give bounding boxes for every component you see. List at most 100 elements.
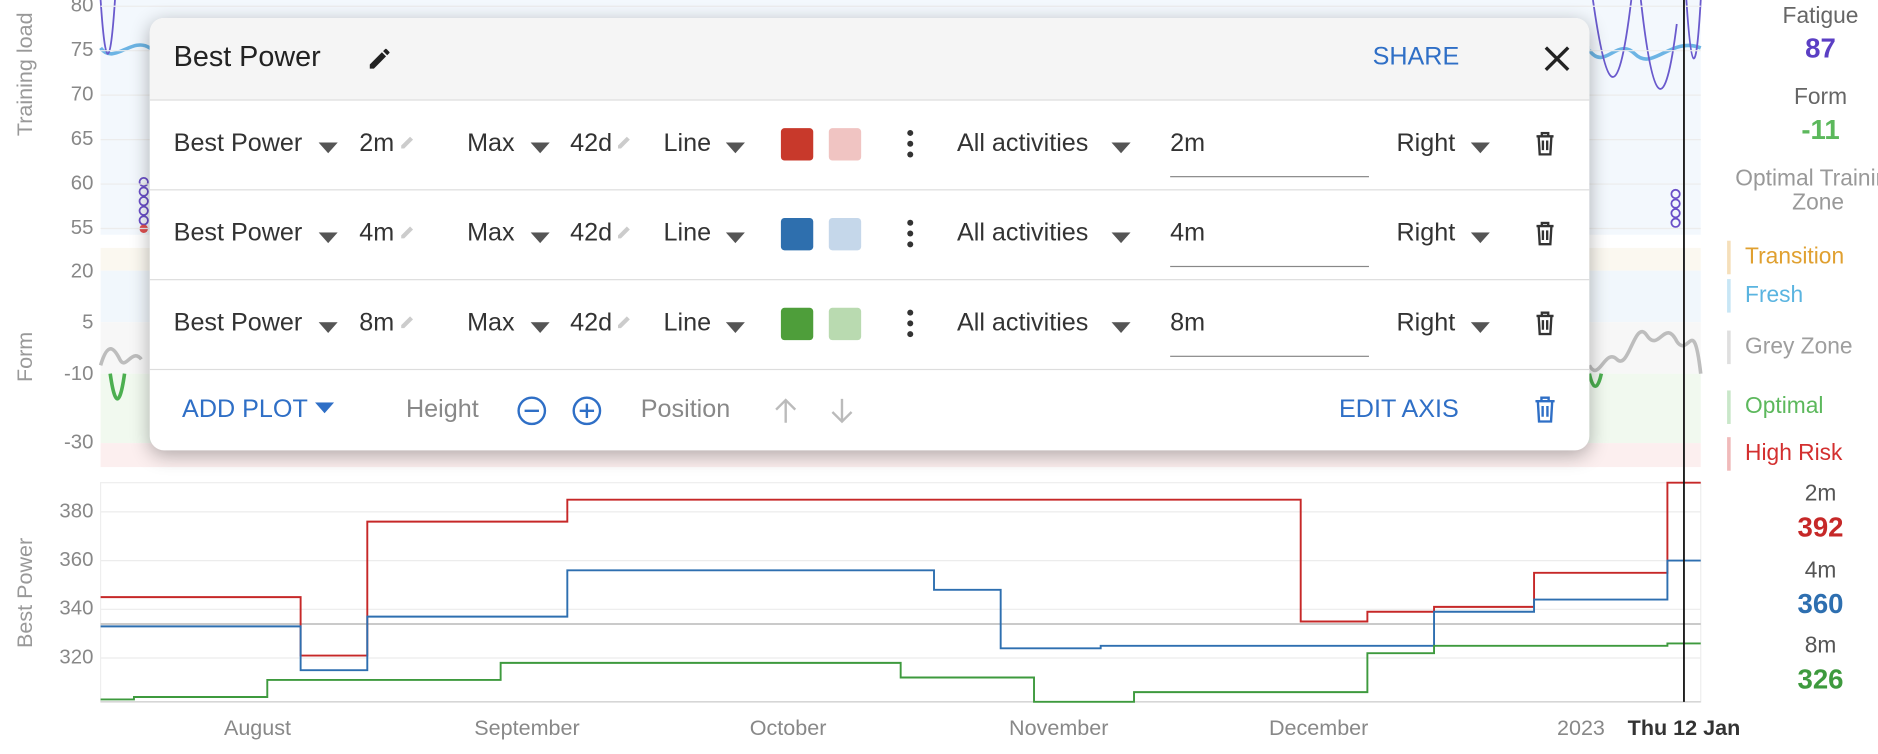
edit-icon[interactable] — [399, 222, 418, 247]
series-current-value: 360 — [1797, 587, 1844, 619]
fill-color[interactable] — [828, 307, 862, 341]
metric-select[interactable]: Best Power — [173, 129, 303, 157]
x-tick-label: August — [224, 715, 291, 740]
y-tick-label: 55 — [71, 217, 94, 239]
label-input[interactable]: 2m — [1170, 129, 1206, 157]
dialog-title: Best Power — [173, 40, 321, 74]
style-select[interactable]: Line — [663, 309, 712, 337]
window-field[interactable]: 42d — [570, 219, 613, 247]
window-field[interactable]: 42d — [570, 309, 613, 337]
dropdown-caret[interactable] — [725, 319, 745, 341]
move-up[interactable] — [773, 396, 799, 425]
line-color[interactable] — [780, 307, 814, 341]
form-label: Form — [1793, 85, 1848, 111]
edit-icon[interactable] — [399, 311, 418, 336]
edit-axis-button[interactable]: EDIT AXIS — [1339, 395, 1459, 423]
y-tick-label: 380 — [59, 500, 93, 522]
aggregate-select[interactable]: Max — [467, 309, 515, 337]
cursor-label-bg — [1619, 713, 1749, 745]
label-input[interactable]: 8m — [1170, 309, 1206, 337]
y-axis-title: Training load — [12, 12, 37, 136]
height-decrease[interactable] — [516, 395, 547, 426]
duration-field[interactable]: 2m — [359, 129, 395, 157]
filter-select[interactable]: All activities — [956, 219, 1089, 247]
zone-legend: Fresh — [1727, 279, 1803, 313]
y-axis-title: Form — [12, 332, 37, 382]
style-select[interactable]: Line — [663, 219, 712, 247]
axis-select[interactable]: Right — [1396, 309, 1456, 337]
height-increase[interactable] — [571, 395, 602, 426]
dropdown-caret[interactable] — [318, 229, 338, 251]
edit-icon[interactable] — [616, 222, 635, 247]
dropdown-caret[interactable] — [1470, 139, 1490, 161]
zone-legend: Grey Zone — [1727, 330, 1853, 365]
label-underline — [1170, 355, 1369, 357]
delete-all-button[interactable] — [1534, 396, 1556, 423]
label-underline — [1170, 176, 1369, 178]
zone-legend: High Risk — [1727, 437, 1842, 471]
edit-title-icon[interactable] — [366, 46, 392, 72]
aggregate-select[interactable]: Max — [467, 219, 515, 247]
y-tick-label: 65 — [71, 128, 94, 150]
dropdown-caret[interactable] — [1470, 229, 1490, 251]
fill-color[interactable] — [828, 128, 862, 161]
move-down[interactable] — [829, 396, 855, 425]
cursor-label: Thu 12 Jan — [1628, 715, 1741, 740]
line-color[interactable] — [780, 217, 814, 251]
dropdown-caret[interactable] — [530, 319, 550, 341]
dropdown-caret[interactable] — [318, 139, 338, 161]
fill-color[interactable] — [828, 217, 862, 251]
share-button[interactable]: SHARE — [1372, 43, 1460, 71]
label-underline — [1170, 265, 1369, 268]
metric-select[interactable]: Best Power — [173, 219, 303, 247]
duration-field[interactable]: 8m — [359, 309, 395, 337]
edit-icon[interactable] — [616, 311, 635, 336]
series-current-value: 326 — [1797, 663, 1844, 695]
edit-icon[interactable] — [399, 132, 418, 157]
dropdown-caret[interactable] — [530, 229, 550, 251]
fatigue-line — [99, 0, 1702, 90]
dropdown-caret[interactable] — [725, 139, 745, 161]
x-tick-label: October — [750, 715, 827, 740]
add-plot-caret[interactable] — [314, 402, 335, 414]
edit-icon[interactable] — [616, 132, 635, 157]
delete-row[interactable] — [1535, 311, 1554, 341]
dropdown-caret[interactable] — [318, 319, 338, 341]
delete-row[interactable] — [1535, 131, 1554, 162]
add-plot-button[interactable]: ADD PLOT — [182, 395, 308, 423]
series-legend-name: 8m — [1804, 633, 1837, 659]
dropdown-caret[interactable] — [1111, 229, 1131, 251]
zone-title: Optimal Training Zone — [1735, 166, 1878, 216]
line-color[interactable] — [780, 128, 814, 161]
more-menu[interactable] — [904, 129, 916, 164]
dropdown-caret[interactable] — [530, 139, 550, 161]
axis-select[interactable]: Right — [1396, 129, 1456, 157]
label-input[interactable]: 4m — [1170, 219, 1206, 247]
series-line — [100, 642, 1701, 703]
filter-select[interactable]: All activities — [956, 129, 1089, 157]
series-current-value: 392 — [1797, 511, 1844, 543]
dropdown-caret[interactable] — [1111, 139, 1131, 161]
filter-select[interactable]: All activities — [956, 309, 1089, 337]
window-field[interactable]: 42d — [570, 129, 613, 157]
y-tick-label: 320 — [59, 646, 93, 668]
dropdown-caret[interactable] — [1470, 319, 1490, 341]
metric-select[interactable]: Best Power — [173, 309, 303, 337]
axis-select[interactable]: Right — [1396, 219, 1456, 247]
dropdown-caret[interactable] — [725, 229, 745, 251]
delete-row[interactable] — [1535, 221, 1554, 252]
y-tick-label: -10 — [64, 363, 93, 385]
fatigue-label: Fatigue — [1782, 3, 1859, 29]
more-menu[interactable] — [904, 219, 916, 254]
duration-field[interactable]: 4m — [359, 219, 395, 247]
close-button[interactable] — [1540, 42, 1574, 76]
style-select[interactable]: Line — [663, 129, 712, 157]
dropdown-caret[interactable] — [1111, 319, 1131, 341]
y-tick-label: -30 — [64, 432, 93, 454]
more-menu[interactable] — [904, 309, 916, 344]
y-tick-label: 60 — [71, 172, 94, 194]
aggregate-select[interactable]: Max — [467, 129, 515, 157]
row-separator — [149, 368, 1590, 371]
y-tick-label: 75 — [71, 39, 94, 61]
